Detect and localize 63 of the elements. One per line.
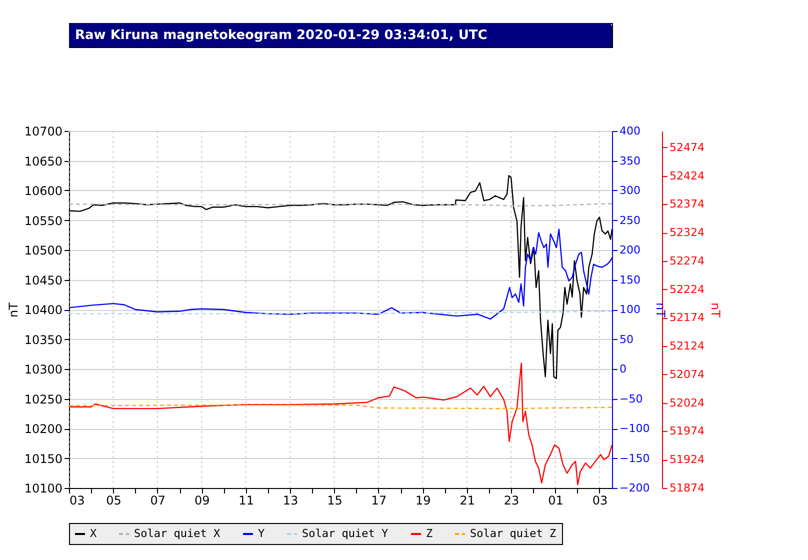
x-tick-label: 03 xyxy=(592,494,608,508)
y-axis-title: nT xyxy=(6,302,20,318)
y3-tick-label: 52124 xyxy=(670,340,704,353)
y3-tick-label: 52024 xyxy=(670,396,704,410)
line-series xyxy=(69,362,612,486)
y-tick-label: 10300 xyxy=(24,362,62,376)
y2-tick-label: −150 xyxy=(620,452,650,465)
y2-tick-label: 100 xyxy=(620,303,640,316)
y-tick-label: 10650 xyxy=(24,154,62,168)
y-tick-label: 10350 xyxy=(24,332,62,347)
y3-tick-label: 52374 xyxy=(670,198,704,211)
y2-tick-label: 0 xyxy=(620,362,626,376)
x-tick-label: 23 xyxy=(504,494,520,508)
y3-tick-label: 51874 xyxy=(670,482,704,494)
y-tick-label: 10200 xyxy=(24,422,62,436)
y3-tick-label: 52424 xyxy=(670,169,704,182)
y2-tick-label: 400 xyxy=(620,124,640,138)
y-tick-label: 10700 xyxy=(24,124,62,138)
y-tick-label: 10500 xyxy=(24,244,62,258)
y-tick-label: 10450 xyxy=(24,273,62,288)
legend-label: X xyxy=(90,527,97,540)
y3-tick-label: 51974 xyxy=(670,424,704,438)
legend-label: Y xyxy=(258,527,265,540)
x-tick-label: 03 xyxy=(70,494,85,508)
line-series xyxy=(69,228,612,320)
y-tick-label: 10100 xyxy=(24,482,62,496)
y-tick-label: 10250 xyxy=(24,392,62,406)
y2-tick-label: −50 xyxy=(620,392,643,406)
legend-label: Solar quiet Z xyxy=(470,527,556,540)
y2-tick-label: 150 xyxy=(620,273,640,286)
x-tick-label: 11 xyxy=(238,494,254,508)
y-tick-label: 10400 xyxy=(24,303,62,317)
x-tick-label: 07 xyxy=(150,494,166,508)
y3-tick-label: 52324 xyxy=(670,226,704,240)
x-tick-label: 01 xyxy=(548,494,564,508)
y2-tick-label: 50 xyxy=(620,332,634,346)
y2-tick-label: −200 xyxy=(620,482,650,494)
x-tick-label: 19 xyxy=(416,494,431,508)
y3-tick-label: 52224 xyxy=(670,282,704,296)
y3-tick-label: 52074 xyxy=(670,368,704,381)
y2-tick-label: 300 xyxy=(620,184,640,197)
chart-title: Raw Kiruna magnetokeogram 2020-01-29 03:34:01, UTC xyxy=(75,28,488,43)
y3-tick-label: 52474 xyxy=(670,140,704,154)
y2-tick-label: 350 xyxy=(620,154,640,168)
legend-label: Solar quiet Y xyxy=(302,527,388,540)
y-tick-label: 10600 xyxy=(24,184,62,198)
x-tick-label: 09 xyxy=(194,494,210,508)
x-tick-label: 17 xyxy=(371,494,387,508)
x-tick-label: 15 xyxy=(327,494,342,508)
y3-tick-label: 51924 xyxy=(670,453,704,466)
y3-axis-title: nT xyxy=(708,302,722,318)
y-tick-label: 10550 xyxy=(24,214,62,228)
y-tick-label: 10150 xyxy=(24,452,62,466)
legend-label: Solar quiet X xyxy=(134,527,220,540)
x-tick-label: 05 xyxy=(106,494,122,508)
legend-label: Z xyxy=(426,527,433,540)
y2-tick-label: −100 xyxy=(620,422,650,435)
y2-tick-label: 250 xyxy=(620,214,640,227)
x-tick-label: 21 xyxy=(460,494,475,508)
y3-tick-label: 52174 xyxy=(670,311,704,324)
x-tick-label: 13 xyxy=(282,494,298,508)
y3-tick-label: 52274 xyxy=(670,254,704,268)
y2-tick-label: 200 xyxy=(620,244,640,256)
